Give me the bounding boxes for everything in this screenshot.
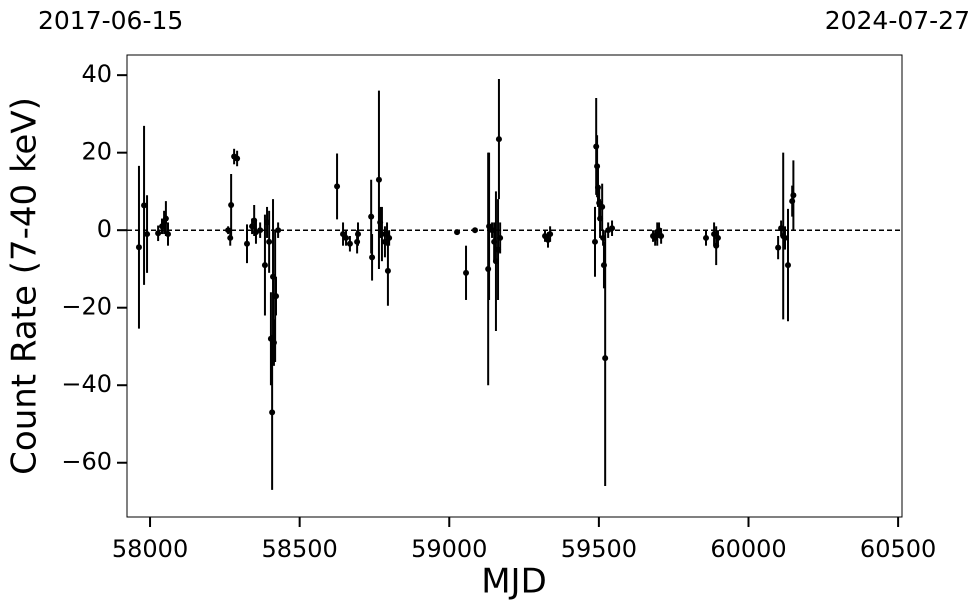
data-point [491,238,498,245]
y-tick-label: −60 [61,448,112,476]
data-point [243,240,250,247]
end-date-label: 2024-07-27 [825,6,970,35]
data-point [270,273,277,280]
data-point [257,227,264,234]
data-point [784,262,791,269]
data-point [346,240,353,247]
data-point [495,246,502,253]
data-point [594,163,601,170]
data-point [597,215,604,222]
data-point [354,238,361,245]
x-tick-label: 60000 [710,535,786,563]
data-point [599,203,606,210]
data-point [547,231,554,238]
data-point [545,236,552,243]
data-point [778,225,785,232]
data-point [225,227,232,234]
data-point [368,213,375,220]
data-point [790,192,797,199]
y-axis-label: Count Rate (7-40 keV) [5,97,45,475]
data-point [593,143,600,150]
data-point [789,198,796,205]
data-point [600,262,607,269]
start-date-label: 2017-06-15 [38,6,183,35]
data-point [714,234,721,241]
data-point [703,234,710,241]
x-tick-label: 58000 [112,535,188,563]
y-tick-label: −40 [61,370,112,398]
data-point [472,227,479,234]
data-point [162,215,169,222]
data-point [266,238,273,245]
data-point [369,254,376,261]
data-point [141,202,148,209]
data-point [228,201,235,208]
data-point [594,184,601,191]
data-point [273,293,280,300]
y-tick-label: 0 [97,215,112,243]
data-point [658,233,665,240]
data-point [264,219,271,226]
data-point [375,176,382,183]
data-point [164,231,171,238]
data-point [386,234,393,241]
data-point [378,231,385,238]
x-tick-label: 58500 [261,535,337,563]
data-point [713,242,720,249]
data-point [343,234,350,241]
x-tick-label: 60500 [860,535,936,563]
data-point [334,183,341,190]
data-point [497,234,504,241]
data-point [384,267,391,274]
data-point [782,234,789,241]
data-point [269,409,276,416]
data-point [454,229,461,236]
data-point [381,238,388,245]
data-point [155,230,162,237]
data-point [261,262,268,269]
data-point [775,244,782,251]
x-tick-label: 59500 [561,535,637,563]
data-point [656,227,663,234]
y-tick-label: 20 [81,138,112,166]
data-point [227,234,234,241]
data-point [144,231,151,238]
data-point [711,231,718,238]
data-point [600,234,607,241]
x-tick-label: 59000 [411,535,487,563]
data-point [234,155,241,162]
data-point [485,265,492,272]
data-point [591,238,598,245]
data-point [355,231,362,238]
data-point [602,355,609,362]
x-axis-label: MJD [481,562,547,602]
data-point [275,227,282,234]
y-tick-label: −20 [61,293,112,321]
plot-frame [126,54,903,518]
data-point [249,223,256,230]
data-point [270,339,277,346]
data-point [609,225,616,232]
data-point [463,269,470,276]
data-point [489,227,496,234]
data-point [492,258,499,265]
y-tick-label: 40 [81,60,112,88]
data-point [251,217,258,224]
data-point [377,219,384,226]
data-point [495,136,502,143]
data-point [135,244,142,251]
